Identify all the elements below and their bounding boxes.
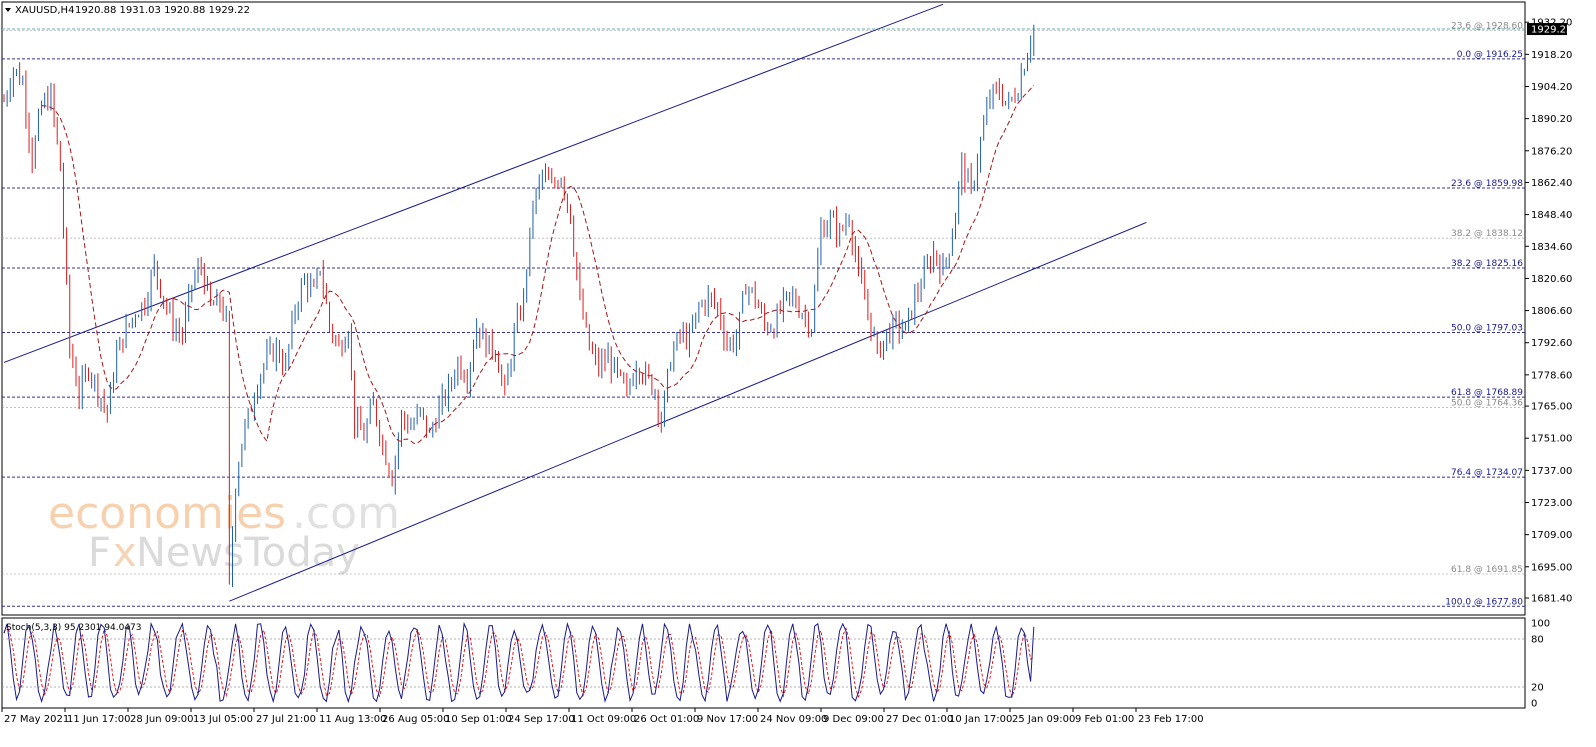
y-tick-label: 1792.60 (1531, 338, 1572, 349)
x-tick-label: 11 Oct 09:00 (571, 714, 636, 725)
price-channel (3, 3, 1147, 602)
stoch-level-label: 20 (1531, 683, 1544, 694)
ma-line (41, 85, 1035, 444)
y-tick-label: 1723.00 (1531, 498, 1572, 509)
y-tick-label: 1890.20 (1531, 114, 1572, 125)
x-tick-label: 10 Sep 01:00 (445, 714, 512, 725)
collapse-triangle-icon[interactable] (5, 8, 11, 12)
y-tick-label: 1709.00 (1531, 530, 1572, 541)
watermark-f: F (88, 530, 111, 576)
y-tick-label: 1876.20 (1531, 146, 1572, 157)
ohlc-values: 1920.88 1931.03 1920.88 1929.22 (75, 5, 250, 16)
y-tick-label: 1751.00 (1531, 434, 1572, 445)
fib-label: 61.8 @ 1768.89 (1451, 388, 1523, 398)
stoch-signal-line (3, 622, 1035, 699)
symbol-timeframe: XAUUSD,H4 (15, 5, 74, 16)
fib-label: 100.0 @ 1677.80 (1445, 597, 1523, 607)
watermark-economies: economies (48, 488, 286, 539)
watermark-dotcom: .com (292, 488, 400, 539)
x-tick-label: 27 Jul 21:00 (256, 714, 316, 725)
x-tick-label: 11 Jun 17:00 (67, 714, 131, 725)
stoch-level-label: 80 (1531, 635, 1544, 646)
channel-upper-line (3, 3, 944, 363)
stochastic-indicator: 100 80 20 0 (2, 619, 1550, 710)
current-price-tag-label: 1929.22 (1531, 25, 1572, 36)
y-tick-label: 1778.60 (1531, 370, 1572, 381)
x-tick-label: 9 Dec 09:00 (823, 714, 884, 725)
x-tick-label: 26 Oct 01:00 (634, 714, 699, 725)
stoch-label: Stoch(5,3,3) 95.2301 94.0473 (6, 623, 141, 633)
x-tick-label: 11 Aug 13:00 (319, 714, 386, 725)
y-tick-label: 1695.00 (1531, 562, 1572, 573)
fib-label: 50.0 @ 1764.36 (1451, 399, 1523, 409)
y-tick-label: 1904.20 (1531, 82, 1572, 93)
fib-label: 23.6 @ 1928.60 (1451, 21, 1523, 31)
fib-label: 0.0 @ 1916.25 (1457, 50, 1523, 60)
x-tick-label: 9 Feb 01:00 (1075, 714, 1134, 725)
fib-label: 76.4 @ 1734.07 (1451, 468, 1523, 478)
fib-label: 38.2 @ 1825.16 (1451, 259, 1523, 269)
y-tick-label: 1918.20 (1531, 50, 1572, 61)
price-axis: 1932.201918.201904.201890.201876.201862.… (1525, 18, 1572, 605)
y-tick-label: 1806.60 (1531, 306, 1572, 317)
stoch-main-line (3, 621, 1035, 704)
x-tick-label: 27 Dec 01:00 (886, 714, 953, 725)
y-tick-label: 1862.40 (1531, 178, 1572, 189)
fibonacci-levels: 23.6 @ 1928.60 0.0 @ 1916.25 23.6 @ 1859.9… (2, 21, 1525, 607)
moving-average (41, 85, 1035, 444)
watermark-logo: economies .com F x NewsToday (48, 488, 400, 576)
x-tick-label: 28 Jun 09:00 (130, 714, 194, 725)
x-tick-label: 13 Jul 05:00 (193, 714, 253, 725)
x-tick-label: 23 Feb 17:00 (1138, 714, 1204, 725)
y-tick-label: 1834.60 (1531, 242, 1572, 253)
x-tick-label: 9 Nov 17:00 (697, 714, 758, 725)
fib-label: 61.8 @ 1691.85 (1451, 565, 1523, 575)
chart-header: XAUUSD,H4 1920.88 1931.03 1920.88 1929.2… (5, 5, 250, 16)
stoch-plot-frame (1, 617, 1526, 709)
x-tick-label: 24 Sep 17:00 (508, 714, 575, 725)
fib-label: 23.6 @ 1859.98 (1451, 179, 1523, 189)
x-tick-label: 27 May 2021 (4, 714, 69, 725)
stoch-level-label: 100 (1531, 619, 1550, 630)
y-tick-label: 1681.40 (1531, 594, 1572, 605)
x-tick-label: 26 Aug 05:00 (382, 714, 449, 725)
watermark-x: x (113, 530, 137, 576)
x-tick-label: 25 Jan 09:00 (1012, 714, 1075, 725)
x-tick-label: 24 Nov 09:00 (760, 714, 827, 725)
stoch-level-label: 0 (1531, 699, 1537, 710)
fib-label: 38.2 @ 1838.12 (1451, 229, 1523, 239)
fib-label: 50.0 @ 1797.03 (1451, 324, 1523, 334)
y-tick-label: 1737.00 (1531, 466, 1572, 477)
y-tick-label: 1765.00 (1531, 402, 1572, 413)
x-tick-label: 10 Jan 17:00 (949, 714, 1012, 725)
current-price-tag (1527, 23, 1567, 36)
y-tick-label: 1820.60 (1531, 274, 1572, 285)
y-tick-label: 1848.40 (1531, 210, 1572, 221)
main-plot-frame (1, 1, 1526, 616)
watermark-newstoday: NewsToday (136, 530, 360, 576)
channel-lower-line (229, 221, 1147, 602)
